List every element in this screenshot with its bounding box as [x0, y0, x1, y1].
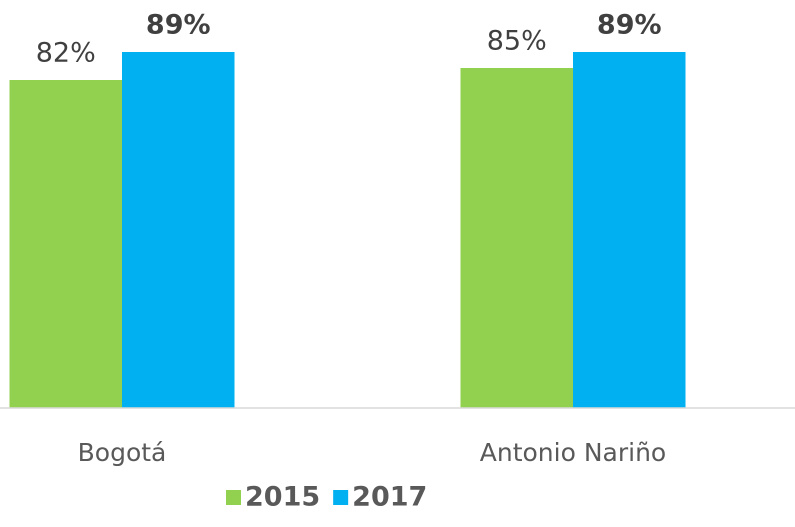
value-label: 82%: [36, 38, 96, 69]
value-label: 89%: [146, 10, 211, 41]
bar: [9, 80, 122, 408]
value-label: 89%: [597, 10, 662, 41]
legend-swatch: [226, 490, 241, 505]
legend-label: 2015: [245, 482, 320, 513]
bar: [460, 68, 573, 408]
bar: [122, 52, 235, 408]
legend-label: 2017: [352, 482, 427, 513]
legend-swatch: [333, 490, 349, 505]
x-tick-label: Antonio Nariño: [480, 438, 666, 467]
value-label: 85%: [487, 26, 547, 57]
x-tick-label: Bogotá: [78, 438, 167, 467]
bar: [573, 52, 686, 408]
